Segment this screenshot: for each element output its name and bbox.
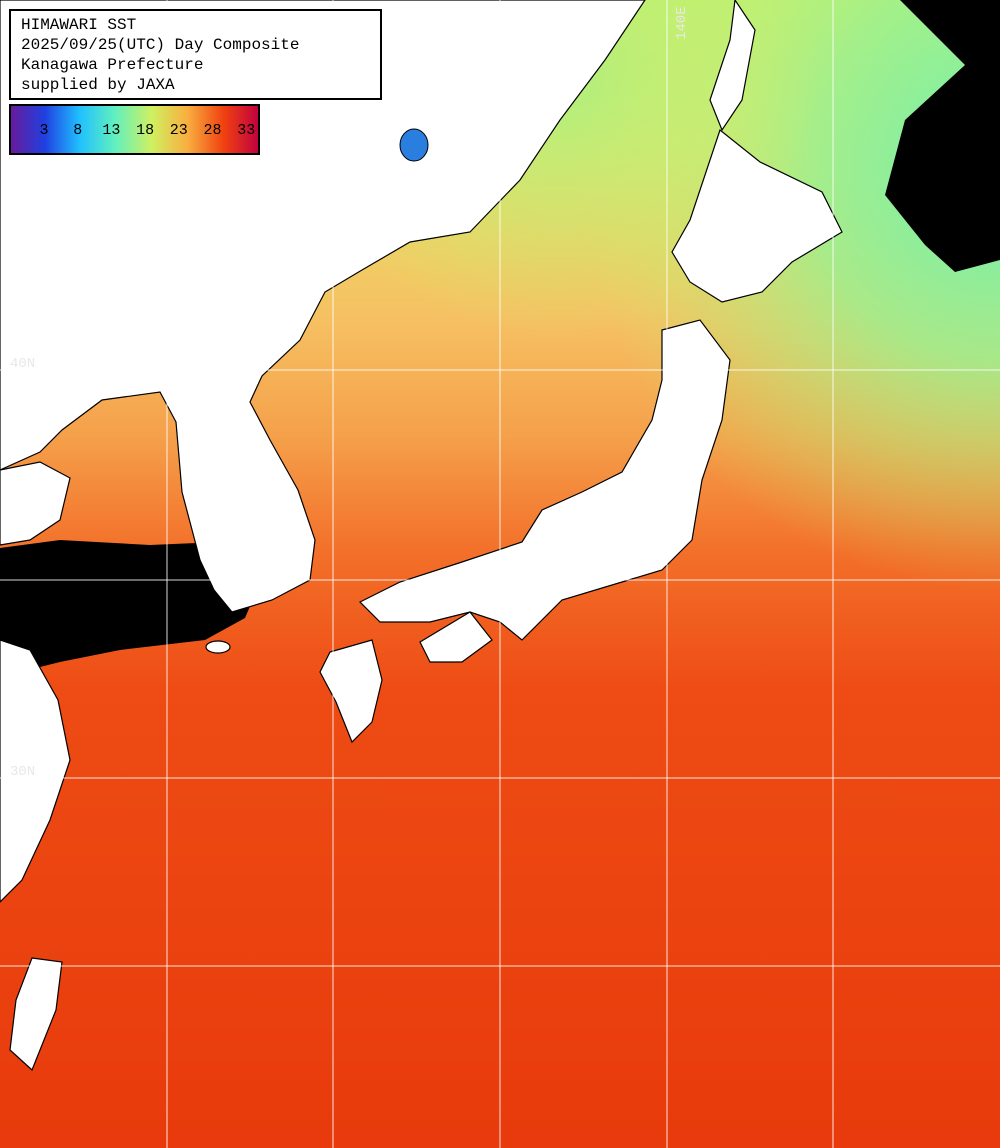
kyushu — [319, 639, 383, 744]
colorbar-label: 23 — [170, 122, 188, 139]
lake — [399, 128, 429, 162]
china-coast — [0, 461, 71, 546]
colorbar-label: 18 — [136, 122, 154, 139]
hokkaido — [671, 128, 843, 303]
legend-line: 2025/09/25(UTC) Day Composite — [21, 36, 299, 54]
cloud — [885, 0, 1000, 272]
shikoku — [419, 611, 493, 663]
colorbar-labels: 3 8 13 18 23 28 33 — [39, 122, 255, 139]
colorbar — [9, 104, 260, 155]
colorbar-label: 3 — [39, 122, 48, 139]
sakhalin — [709, 0, 756, 132]
colorbar-label: 13 — [102, 122, 120, 139]
lat-label: 30N — [10, 764, 35, 780]
colorbar-label: 28 — [203, 122, 221, 139]
lon-label: 140E — [674, 6, 690, 40]
legend-line: supplied by JAXA — [21, 76, 175, 94]
legend-line: HIMAWARI SST — [21, 16, 136, 34]
cloud — [0, 540, 262, 672]
legend-line: Kanagawa Prefecture — [21, 56, 203, 74]
legend-box — [9, 9, 382, 100]
lat-label: 40N — [10, 356, 35, 372]
legend: HIMAWARI SST 2025/09/25(UTC) Day Composi… — [9, 9, 382, 155]
colorbar-label: 33 — [237, 122, 255, 139]
taiwan — [9, 957, 63, 1072]
honshu — [358, 319, 731, 641]
colorbar-label: 8 — [73, 122, 82, 139]
china-coast — [0, 639, 71, 903]
clouds — [0, 0, 1000, 672]
jeju — [205, 640, 231, 654]
